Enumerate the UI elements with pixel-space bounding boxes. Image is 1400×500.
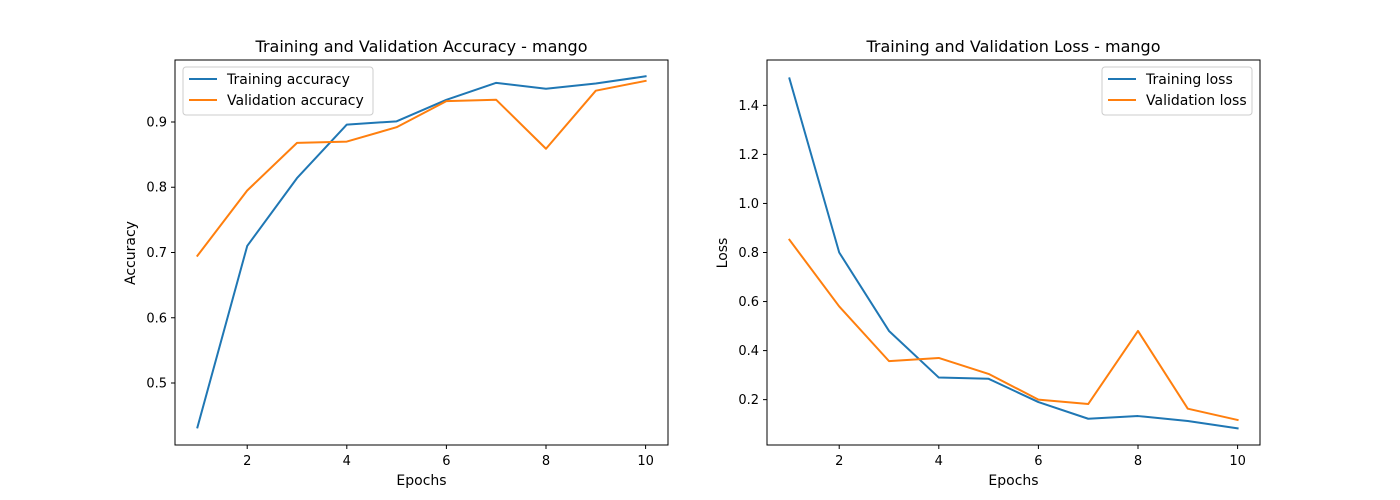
- loss-x-axis-label: Epochs: [988, 473, 1038, 489]
- loss-legend-label-1: Validation loss: [1146, 93, 1247, 109]
- loss-y-axis-label: Loss: [715, 238, 731, 269]
- accuracy-x-tick-label: 6: [442, 454, 450, 469]
- accuracy-y-tick-label: 0.7: [146, 246, 167, 261]
- loss-y-tick-label: 1.2: [738, 148, 759, 163]
- accuracy-x-tick-label: 2: [243, 454, 251, 469]
- loss-legend: Training loss Validation loss: [1101, 66, 1253, 116]
- loss-y-tick-label: 0.6: [738, 295, 759, 310]
- accuracy-chart-title: Training and Validation Accuracy - mango: [255, 37, 588, 56]
- loss-x-tick-label: 10: [1229, 454, 1246, 469]
- loss-x-tick-label: 6: [1034, 454, 1042, 469]
- accuracy-y-tick-label: 0.9: [146, 115, 167, 130]
- loss-chart-title: Training and Validation Loss - mango: [865, 37, 1160, 56]
- accuracy-y-tick-label: 0.5: [146, 377, 167, 392]
- loss-y-tick-label: 1.0: [738, 197, 759, 212]
- accuracy-chart: Training and Validation Accuracy - mango…: [123, 37, 669, 489]
- loss-legend-label-0: Training loss: [1145, 72, 1233, 88]
- accuracy-y-axis-label: Accuracy: [123, 221, 139, 285]
- loss-y-tick-label: 0.2: [738, 393, 759, 408]
- accuracy-legend-box: [182, 66, 374, 116]
- accuracy-x-axis-label: Epochs: [396, 473, 446, 489]
- loss-chart: Training and Validation Loss - mango Epo…: [715, 37, 1261, 489]
- accuracy-x-tick-label: 10: [637, 454, 654, 469]
- accuracy-y-tick-label: 0.6: [146, 311, 167, 326]
- accuracy-y-tick-label: 0.8: [146, 181, 167, 196]
- accuracy-legend-label-1: Validation accuracy: [227, 93, 364, 109]
- loss-y-tick-label: 0.4: [738, 344, 759, 359]
- accuracy-x-tick-label: 8: [542, 454, 550, 469]
- loss-plot-marks: 2 4 6 8 10 0.2 0.4 0.6 0.8 1.0 1.2 1.4 Training loss…: [738, 59, 1261, 469]
- loss-y-tick-label: 0.8: [738, 246, 759, 261]
- loss-x-tick-label: 2: [835, 454, 843, 469]
- accuracy-series-line-0: [196, 75, 647, 429]
- loss-legend-box: [1101, 66, 1253, 116]
- accuracy-x-tick-label: 4: [343, 454, 351, 469]
- loss-series-line-0: [788, 77, 1239, 430]
- accuracy-legend: Training accuracy Validation accuracy: [182, 66, 374, 116]
- loss-y-tick-label: 1.4: [738, 99, 759, 114]
- accuracy-series-line-1: [196, 79, 647, 258]
- accuracy-legend-label-0: Training accuracy: [226, 72, 350, 88]
- loss-x-tick-label: 8: [1134, 454, 1142, 469]
- accuracy-plot-marks: 2 4 6 8 10 0.5 0.6 0.7 0.8 0.9 Training accuracy Va…: [146, 59, 669, 469]
- loss-x-tick-label: 4: [935, 454, 943, 469]
- loss-series-line-1: [788, 238, 1239, 422]
